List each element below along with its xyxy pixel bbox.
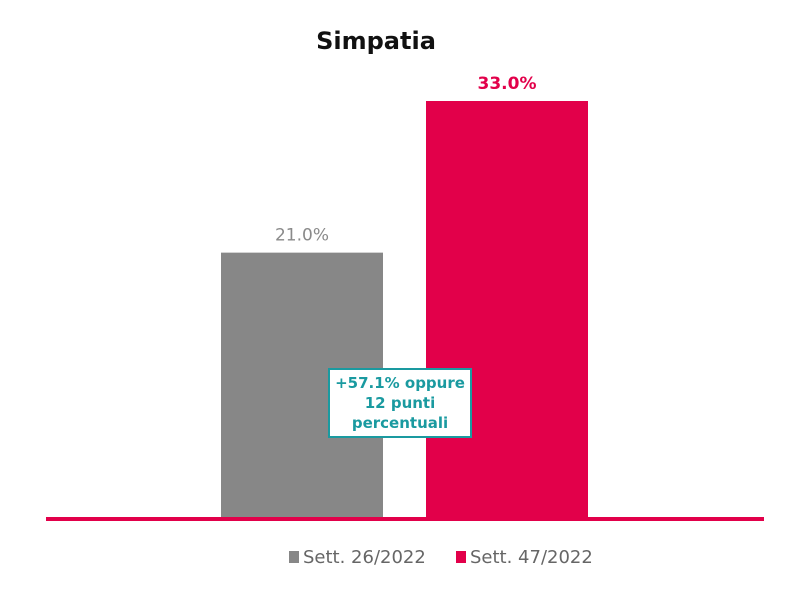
legend-swatch-1 — [456, 551, 466, 563]
data-label-1: 33.0% — [478, 74, 537, 94]
legend: Sett. 26/2022 Sett. 47/2022 — [289, 547, 593, 568]
annotation-line-2: 12 punti — [364, 394, 436, 412]
legend-label-0: Sett. 26/2022 — [303, 547, 426, 568]
annotation-line-1: +57.1% oppure — [335, 374, 465, 392]
bars-group: 21.0% 33.0% — [221, 74, 588, 519]
chart-title: Simpatia — [316, 27, 436, 55]
data-label-0: 21.0% — [275, 226, 329, 246]
legend-label-1: Sett. 47/2022 — [470, 547, 593, 568]
annotation-line-3: percentuali — [351, 414, 449, 432]
annotation-box: +57.1% oppure 12 punti percentuali — [328, 368, 472, 438]
bar-1 — [426, 101, 588, 518]
legend-swatch-0 — [289, 551, 299, 563]
